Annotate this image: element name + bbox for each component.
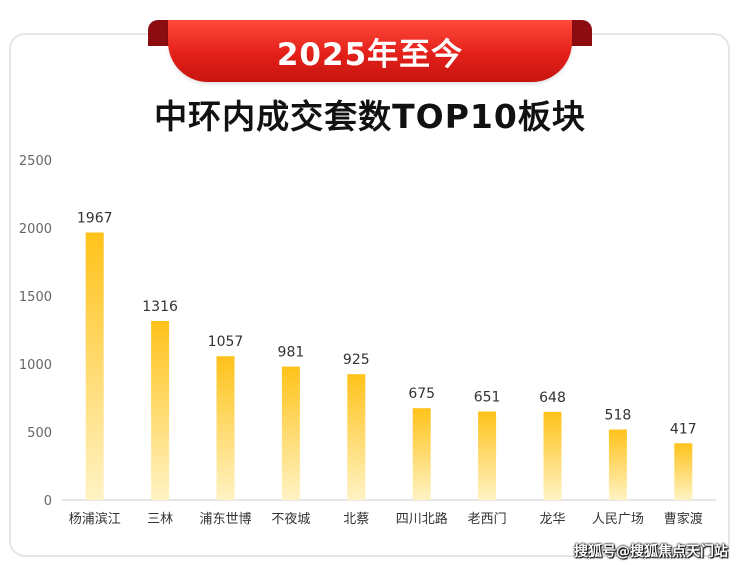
bar-3 [216,356,235,500]
category-labels: 杨浦滨江 三林 浦东世博 不夜城 北蔡 四川北路 老西门 龙华 人民广场 曹家渡 [69,511,703,527]
chart-title: 中环内成交套数TOP10板块 [154,97,586,136]
bar-5 [347,374,366,500]
value-label: 925 [343,352,370,368]
value-label: 648 [539,390,566,406]
y-tick-label: 2000 [19,222,52,237]
y-tick-label: 2500 [19,154,52,169]
bar-4 [281,366,300,500]
watermark: 搜狐号@搜狐焦点天门站 [574,544,728,560]
category-label: 曹家渡 [664,511,703,527]
bar-7 [478,411,497,500]
y-tick-label: 1500 [19,290,52,305]
category-label: 三林 [147,512,173,527]
category-label: 老西门 [468,512,507,527]
category-label: 北蔡 [343,512,369,527]
y-tick-label: 500 [27,426,52,441]
category-label: 不夜城 [271,512,310,527]
bar-6 [412,408,431,500]
value-label: 981 [278,345,305,361]
y-tick-label: 0 [44,494,52,509]
bar-1 [85,232,104,500]
y-tick-label: 1000 [19,358,52,373]
category-label: 人民广场 [592,512,644,527]
category-label: 四川北路 [396,511,448,527]
value-label: 651 [474,389,501,405]
ribbon-title: 2025年至今 [276,36,464,73]
bars [85,232,693,500]
value-label: 1316 [142,299,178,315]
value-label: 1057 [208,334,244,350]
bar-8 [543,411,562,500]
category-label: 浦东世博 [199,512,251,527]
value-label: 675 [408,386,435,402]
y-axis: 0 500 1000 1500 2000 2500 [19,154,52,509]
bar-9 [608,429,627,500]
value-label: 1967 [77,210,113,226]
category-label: 杨浦滨江 [69,511,121,527]
value-labels: 1967 1316 1057 981 925 675 651 648 518 417 [77,210,697,437]
bar-10 [674,443,693,500]
title-ribbon: 2025年至今 [168,20,572,82]
category-label: 龙华 [539,512,565,527]
value-label: 518 [605,408,632,424]
value-label: 417 [670,421,697,437]
bar-2 [151,321,170,500]
